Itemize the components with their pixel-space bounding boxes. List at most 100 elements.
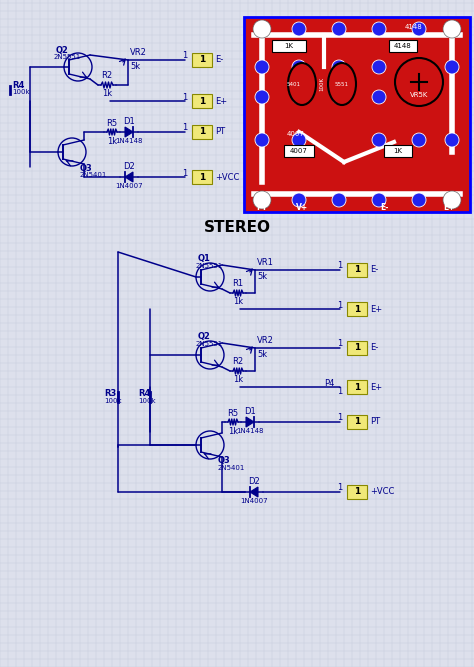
Text: 1: 1 — [337, 414, 343, 422]
Text: 100k: 100k — [104, 398, 122, 404]
Text: 4148: 4148 — [405, 24, 423, 30]
Text: Q1: Q1 — [198, 255, 211, 263]
Text: D2: D2 — [248, 477, 260, 486]
Text: E+: E+ — [370, 305, 382, 313]
Text: Q3: Q3 — [218, 456, 231, 466]
Text: D1: D1 — [244, 407, 256, 416]
Text: 1N4148: 1N4148 — [236, 428, 264, 434]
Text: R5: R5 — [228, 408, 238, 418]
Text: E+: E+ — [370, 382, 382, 392]
Bar — [384, 145, 412, 157]
Text: 1: 1 — [199, 55, 205, 65]
Circle shape — [255, 90, 269, 104]
Text: E-: E- — [380, 203, 388, 213]
Text: 1: 1 — [354, 305, 360, 313]
Text: R3: R3 — [104, 388, 116, 398]
Bar — [284, 145, 314, 157]
Bar — [347, 415, 367, 429]
Text: 5k: 5k — [257, 272, 267, 281]
Text: 1: 1 — [354, 418, 360, 426]
Text: 1: 1 — [337, 484, 343, 492]
Text: 4007: 4007 — [287, 131, 305, 137]
Text: V+: V+ — [296, 203, 308, 213]
Text: 4148: 4148 — [394, 43, 412, 49]
Bar — [192, 170, 212, 184]
Text: R5: R5 — [107, 119, 118, 127]
Circle shape — [443, 191, 461, 209]
Bar — [347, 263, 367, 277]
Circle shape — [445, 22, 459, 36]
Text: PT: PT — [256, 203, 267, 213]
Text: R2: R2 — [232, 358, 244, 366]
Circle shape — [292, 90, 306, 104]
Text: 1N4007: 1N4007 — [115, 183, 143, 189]
Circle shape — [292, 60, 306, 74]
Text: PT: PT — [215, 127, 225, 137]
Text: 1k: 1k — [228, 426, 238, 436]
Text: 1: 1 — [199, 127, 205, 137]
Text: VR1: VR1 — [257, 258, 274, 267]
Text: P4: P4 — [325, 378, 335, 388]
Circle shape — [372, 90, 386, 104]
Circle shape — [372, 60, 386, 74]
Text: 1N4007: 1N4007 — [240, 498, 268, 504]
Text: VR2: VR2 — [257, 336, 274, 345]
Text: R2: R2 — [101, 71, 112, 81]
Circle shape — [253, 20, 271, 38]
Circle shape — [372, 193, 386, 207]
Text: 4007: 4007 — [290, 148, 308, 154]
Circle shape — [445, 60, 459, 74]
Text: E+: E+ — [215, 97, 227, 105]
Circle shape — [445, 193, 459, 207]
Text: 1: 1 — [337, 261, 343, 271]
Text: 1k: 1k — [107, 137, 117, 145]
Text: 2N5551: 2N5551 — [54, 54, 81, 60]
Text: R4: R4 — [138, 388, 150, 398]
Circle shape — [445, 133, 459, 147]
Circle shape — [395, 58, 443, 106]
Text: E+: E+ — [443, 203, 455, 213]
Text: 1k: 1k — [233, 376, 243, 384]
Text: 2N5401: 2N5401 — [218, 465, 246, 471]
Bar — [192, 125, 212, 139]
Text: 1: 1 — [199, 173, 205, 181]
Text: 2N5551: 2N5551 — [196, 263, 223, 269]
Text: 1: 1 — [199, 97, 205, 105]
Text: 5551: 5551 — [335, 81, 349, 87]
Text: 1: 1 — [182, 93, 188, 101]
Text: E-: E- — [215, 55, 223, 65]
Circle shape — [253, 191, 271, 209]
Circle shape — [332, 60, 346, 74]
Circle shape — [332, 193, 346, 207]
Text: VR2: VR2 — [130, 48, 147, 57]
Text: 1: 1 — [337, 340, 343, 348]
Text: D1: D1 — [123, 117, 135, 126]
Text: 1: 1 — [354, 382, 360, 392]
Text: 1K: 1K — [393, 148, 402, 154]
Bar — [347, 485, 367, 499]
Text: STEREO: STEREO — [203, 219, 271, 235]
Bar — [192, 94, 212, 108]
Text: 2N5551: 2N5551 — [196, 341, 223, 347]
Text: 2N5401: 2N5401 — [80, 172, 108, 178]
Text: 1k: 1k — [233, 297, 243, 307]
Text: 100K: 100K — [319, 77, 325, 91]
Bar — [347, 341, 367, 355]
Text: 1: 1 — [337, 386, 343, 396]
Bar — [347, 380, 367, 394]
Text: 1: 1 — [354, 488, 360, 496]
Circle shape — [255, 133, 269, 147]
Text: 1: 1 — [337, 301, 343, 309]
Ellipse shape — [328, 63, 356, 105]
Circle shape — [255, 60, 269, 74]
Circle shape — [412, 22, 426, 36]
Ellipse shape — [288, 63, 316, 105]
Circle shape — [292, 193, 306, 207]
Text: R4: R4 — [12, 81, 24, 91]
Text: 5k: 5k — [257, 350, 267, 359]
Circle shape — [292, 22, 306, 36]
Text: 1: 1 — [182, 169, 188, 177]
Bar — [192, 53, 212, 67]
Circle shape — [332, 90, 346, 104]
Circle shape — [412, 193, 426, 207]
